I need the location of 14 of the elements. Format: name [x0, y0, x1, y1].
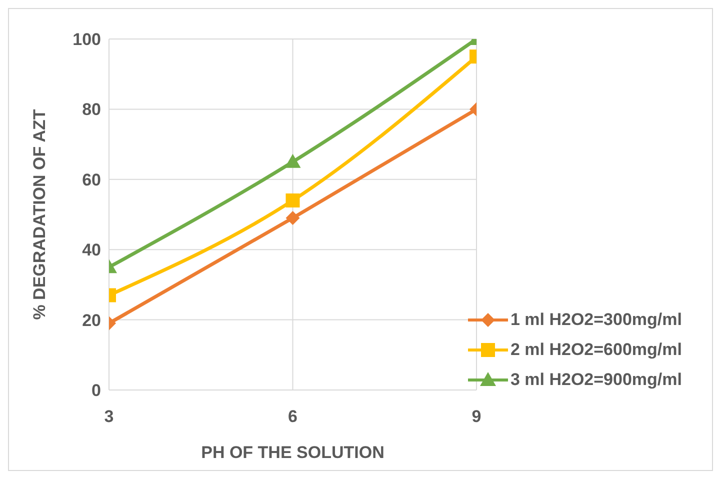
- y-tick-label: 100: [72, 30, 101, 50]
- legend-label: 2 ml H2O2=600mg/ml: [510, 340, 682, 360]
- x-tick-label: 9: [472, 407, 482, 426]
- x-tick-label: 3: [104, 407, 114, 426]
- legend-label: 3 ml H2O2=900mg/ml: [510, 370, 682, 390]
- y-tick-label: 0: [92, 381, 101, 400]
- y-tick-label: 80: [82, 100, 101, 120]
- y-tick-label: 60: [82, 170, 101, 190]
- y-axis-title: % DEGRADATION OF AZT: [30, 108, 50, 320]
- y-tick-label: 20: [82, 310, 101, 330]
- legend-label: 1 ml H2O2=300mg/ml: [510, 310, 682, 330]
- y-tick-label: 40: [82, 240, 101, 260]
- x-tick-label: 6: [288, 407, 298, 426]
- x-axis-title: PH OF THE SOLUTION: [201, 443, 384, 462]
